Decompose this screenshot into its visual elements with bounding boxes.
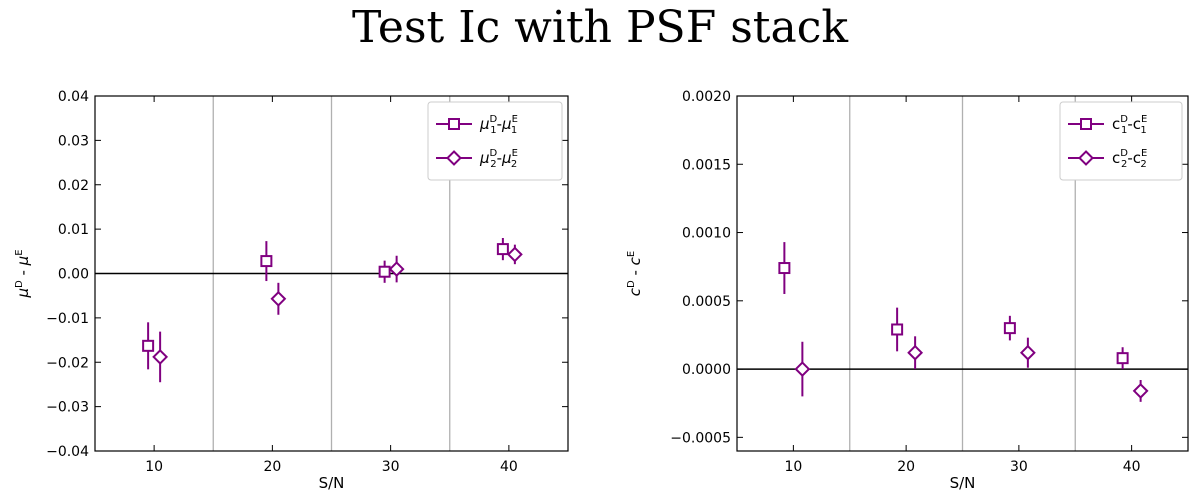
data-point-square <box>378 265 391 278</box>
y-tick-label: 0.0010 <box>682 226 731 242</box>
legend-label: μD 2-μE 2 <box>479 148 518 170</box>
legend-marker-diamond <box>1078 150 1094 166</box>
y-tick-label: 0.0015 <box>682 157 731 173</box>
x-tick-label: 30 <box>1010 459 1028 475</box>
y-axis-label: μD - μE <box>14 249 32 298</box>
data-point-diamond <box>270 290 287 307</box>
axes-frame <box>94 95 569 452</box>
legend-marker-diamond <box>446 150 462 166</box>
legend-marker-square <box>1080 118 1092 130</box>
data-point-square <box>496 243 509 256</box>
data-point-square <box>778 262 791 275</box>
data-point-square <box>260 255 273 268</box>
legend-marker-square <box>448 118 460 130</box>
x-tick-label: 40 <box>500 459 518 475</box>
y-tick-label: 0.0005 <box>682 294 731 310</box>
legend-label: μD 1-μE 1 <box>479 114 518 136</box>
y-tick-label: 0.03 <box>58 133 89 149</box>
y-tick-label: 0.00 <box>58 267 89 283</box>
data-point-diamond <box>794 361 811 377</box>
y-tick-label: 0.0000 <box>682 362 731 378</box>
c-panel: −0.0005 0.0000 0.0005 0.0010 0.0015 0.0020 10 2… <box>626 89 1189 492</box>
x-axis-label: S/N <box>319 474 345 492</box>
x-tick-label: 20 <box>263 459 281 475</box>
y-tick-label: −0.0005 <box>670 430 731 446</box>
x-tick-label: 10 <box>145 459 163 475</box>
y-tick-label: 0.0020 <box>682 89 731 105</box>
data-point-diamond <box>152 349 169 365</box>
y-tick-label: −0.03 <box>46 400 89 416</box>
x-tick-label: 20 <box>897 459 915 475</box>
data-point-diamond <box>1132 383 1149 399</box>
legend-box <box>427 101 563 181</box>
x-tick-label: 40 <box>1123 459 1141 475</box>
y-tick-label: −0.02 <box>46 355 89 371</box>
data-point-diamond <box>388 261 405 277</box>
data-point-square <box>1116 352 1129 365</box>
data-point-diamond <box>506 246 523 263</box>
legend-label: cD 1-cE 1 <box>1112 114 1147 136</box>
data-point-square <box>891 323 904 336</box>
data-point-square <box>1003 322 1016 335</box>
y-axis-label: cD - cE <box>626 251 644 296</box>
y-tick-label: −0.01 <box>46 311 89 327</box>
axes-frame <box>736 95 1189 452</box>
y-tick-label: 0.04 <box>58 89 89 105</box>
data-point-diamond <box>1019 344 1036 361</box>
legend-label: cD 2-cE 2 <box>1112 148 1147 170</box>
mu-panel: −0.04 −0.03 −0.02 −0.01 0.00 0.01 0.02 0.03 0.04… <box>14 89 569 492</box>
figure-title: Test Ic with PSF stack <box>351 2 849 53</box>
x-tick-label: 30 <box>382 459 400 475</box>
data-point-square <box>142 339 155 352</box>
x-tick-label: 10 <box>784 459 802 475</box>
data-point-diamond <box>907 344 924 361</box>
y-tick-label: 0.02 <box>58 178 89 194</box>
y-tick-label: 0.01 <box>58 222 89 238</box>
y-tick-label: −0.04 <box>46 444 89 460</box>
x-axis-label: S/N <box>950 474 976 492</box>
